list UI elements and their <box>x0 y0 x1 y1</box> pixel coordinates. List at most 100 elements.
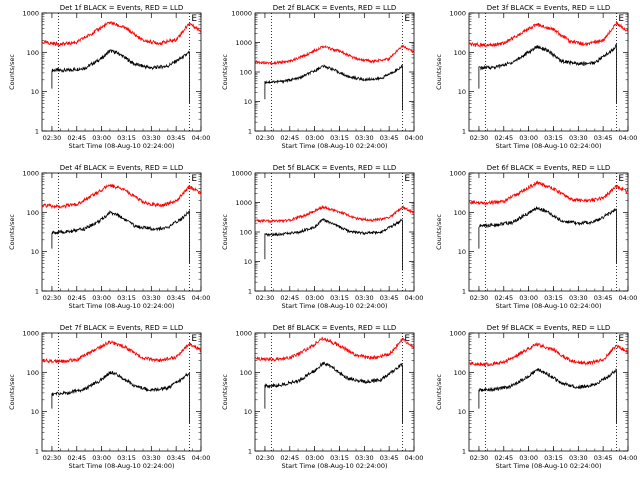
y-tick-label: 100 <box>27 49 39 57</box>
y-tick-label: 10000 <box>231 10 252 18</box>
x-axis-label: Start Time (08-Aug-10 02:24:00) <box>281 142 387 150</box>
x-tick-label: 03:00 <box>519 134 538 142</box>
y-axis-label: Counts/sec <box>221 374 229 410</box>
x-tick-label: 02:45 <box>494 294 513 302</box>
marker-e-label: E <box>404 14 410 24</box>
y-tick-label: 1000 <box>449 10 466 18</box>
x-tick-label: 03:30 <box>142 294 161 302</box>
y-tick-label: 100 <box>454 209 466 217</box>
y-tick-label: 10 <box>31 88 39 96</box>
x-tick-label: 03:15 <box>330 454 349 462</box>
lld-series-line <box>41 20 202 47</box>
events-series-line <box>478 367 617 424</box>
x-tick-label: 04:00 <box>192 294 211 302</box>
y-tick-label: 1 <box>462 448 466 456</box>
x-tick-label: 04:00 <box>619 134 638 142</box>
x-tick-label: 02:30 <box>43 454 62 462</box>
x-tick-label: 03:15 <box>330 134 349 142</box>
x-tick-label: 03:00 <box>305 134 324 142</box>
y-tick-label: 10000 <box>231 170 252 178</box>
panel-title: Det 8f BLACK = Events, RED = LLD <box>273 324 396 332</box>
y-tick-label: 10 <box>244 408 252 416</box>
x-tick-label: 02:45 <box>280 294 299 302</box>
x-tick-label: 03:45 <box>594 294 613 302</box>
x-axis-label: Start Time (08-Aug-10 02:24:00) <box>68 302 174 310</box>
x-axis-label: Start Time (08-Aug-10 02:24:00) <box>281 302 387 310</box>
events-series-line <box>51 49 190 104</box>
y-tick-label: 1 <box>248 128 252 136</box>
plot-frame <box>254 332 415 452</box>
x-tick-label: 03:45 <box>594 454 613 462</box>
x-axis-label: Start Time (08-Aug-10 02:24:00) <box>495 302 601 310</box>
y-axis-label: Counts/sec <box>435 54 443 90</box>
lld-series-line <box>468 180 629 207</box>
events-series-line <box>264 361 403 424</box>
x-axis-label: Start Time (08-Aug-10 02:24:00) <box>495 462 601 470</box>
y-axis-label: Counts/sec <box>8 54 16 90</box>
plot-frame <box>468 12 629 132</box>
panel-title: Det 7f BLACK = Events, RED = LLD <box>60 324 183 332</box>
plot-frame <box>41 172 202 292</box>
x-tick-label: 04:00 <box>192 134 211 142</box>
y-axis-label: Counts/sec <box>435 374 443 410</box>
x-tick-label: 03:00 <box>305 294 324 302</box>
plot-frame <box>41 12 202 132</box>
marker-e-label: E <box>191 14 197 24</box>
events-series-line <box>51 370 190 424</box>
panel-title: Det 5f BLACK = Events, RED = LLD <box>273 164 396 172</box>
x-tick-label: 03:00 <box>92 294 111 302</box>
events-series-line <box>264 64 403 111</box>
x-tick-label: 03:45 <box>167 294 186 302</box>
x-tick-label: 02:30 <box>43 134 62 142</box>
y-tick-label: 10 <box>458 88 466 96</box>
lld-series-line <box>468 20 629 48</box>
x-tick-label: 03:45 <box>167 134 186 142</box>
marker-e-label: E <box>191 174 197 184</box>
panel-title: Det 9f BLACK = Events, RED = LLD <box>487 324 610 332</box>
x-tick-label: 03:30 <box>355 134 374 142</box>
x-tick-label: 03:00 <box>305 454 324 462</box>
y-axis-label: Counts/sec <box>8 214 16 250</box>
x-tick-label: 03:30 <box>142 134 161 142</box>
plot-frame <box>468 172 629 292</box>
y-tick-label: 1000 <box>22 10 39 18</box>
plot-frame <box>254 12 415 132</box>
y-axis-label: Counts/sec <box>435 214 443 250</box>
x-tick-label: 02:45 <box>494 454 513 462</box>
panel-det-2: Det 2f BLACK = Events, RED = LLD 1 10 100 10… <box>221 4 423 150</box>
x-tick-label: 03:45 <box>167 454 186 462</box>
x-tick-label: 04:00 <box>619 294 638 302</box>
x-tick-label: 03:15 <box>330 294 349 302</box>
y-axis-label: Counts/sec <box>221 214 229 250</box>
x-tick-label: 03:15 <box>544 134 563 142</box>
x-tick-label: 02:30 <box>256 134 275 142</box>
x-axis-label: Start Time (08-Aug-10 02:24:00) <box>495 142 601 150</box>
y-axis-label: Counts/sec <box>8 374 16 410</box>
events-series-line <box>478 206 617 264</box>
lld-series-line <box>254 44 415 65</box>
y-tick-label: 10 <box>244 98 252 106</box>
x-tick-label: 02:45 <box>67 134 86 142</box>
x-tick-label: 02:45 <box>67 294 86 302</box>
panel-det-1: Det 1f BLACK = Events, RED = LLD 1 10 100 10… <box>8 4 210 150</box>
y-tick-label: 10 <box>458 408 466 416</box>
lld-series-line <box>468 342 629 368</box>
y-tick-label: 1000 <box>22 330 39 338</box>
events-series-line <box>51 210 190 264</box>
y-tick-label: 100 <box>240 69 252 77</box>
x-tick-label: 03:30 <box>142 454 161 462</box>
y-tick-label: 1000 <box>449 330 466 338</box>
x-tick-label: 02:45 <box>280 134 299 142</box>
panel-title: Det 6f BLACK = Events, RED = LLD <box>487 164 610 172</box>
y-tick-label: 100 <box>454 49 466 57</box>
events-series-line <box>478 43 617 104</box>
x-tick-label: 03:45 <box>380 294 399 302</box>
x-tick-label: 03:45 <box>380 134 399 142</box>
x-tick-label: 02:45 <box>280 454 299 462</box>
x-tick-label: 02:30 <box>256 454 275 462</box>
x-tick-label: 02:45 <box>67 454 86 462</box>
x-tick-label: 04:00 <box>405 134 424 142</box>
x-tick-label: 03:15 <box>544 454 563 462</box>
x-tick-label: 02:30 <box>470 294 489 302</box>
